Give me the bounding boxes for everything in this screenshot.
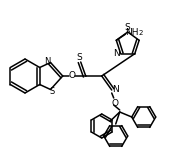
Text: N: N xyxy=(113,49,120,58)
Text: O: O xyxy=(111,98,118,107)
Text: S: S xyxy=(50,87,55,96)
Text: 2: 2 xyxy=(138,30,143,36)
Text: N: N xyxy=(112,85,119,94)
Text: S: S xyxy=(77,54,83,63)
Text: O: O xyxy=(68,72,75,80)
Text: N: N xyxy=(44,57,51,66)
Text: S: S xyxy=(125,24,131,33)
Text: NH: NH xyxy=(126,28,139,37)
